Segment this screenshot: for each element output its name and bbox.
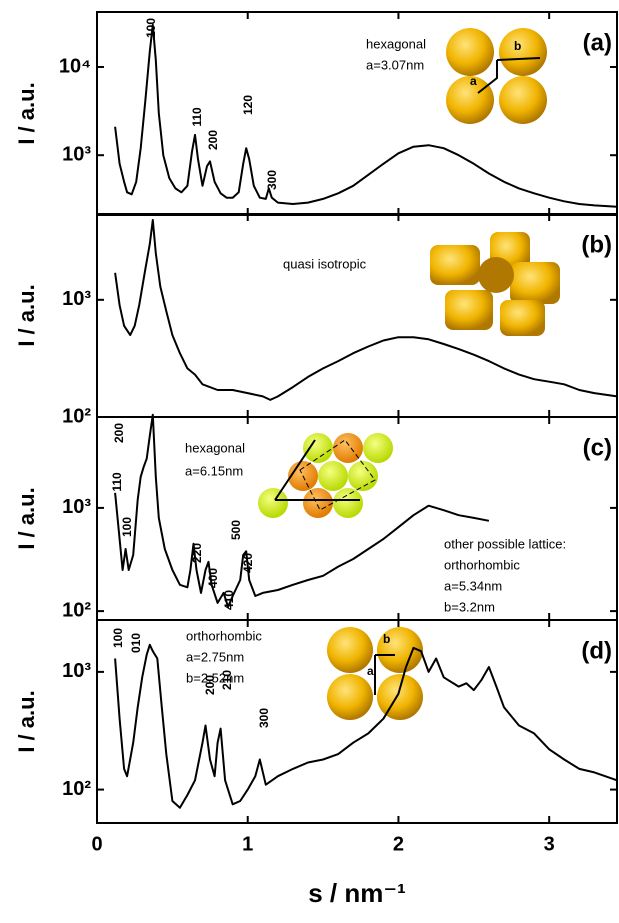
annotation: a=3.07nm bbox=[366, 57, 424, 72]
panel-label: (d) bbox=[581, 637, 612, 664]
inset-d bbox=[327, 627, 423, 720]
y-axis-label: I / a.u. bbox=[14, 487, 39, 549]
y-tick-label: 10³ bbox=[62, 660, 91, 682]
x-tick-label: 0 bbox=[91, 833, 102, 855]
y-axis-label: I / a.u. bbox=[14, 284, 39, 346]
x-tick-label: 1 bbox=[242, 833, 253, 855]
annotation: 300 bbox=[257, 708, 271, 728]
annotation: 110 bbox=[110, 472, 124, 492]
y-tick-label: 10² bbox=[62, 599, 91, 621]
annotation: hexagonal bbox=[366, 36, 426, 51]
annotation: 010 bbox=[129, 633, 143, 653]
x-axis-label: s / nm⁻¹ bbox=[308, 878, 406, 908]
data-line bbox=[114, 23, 618, 208]
annotation: hexagonal bbox=[185, 440, 245, 455]
y-tick-label: 10² bbox=[62, 778, 91, 800]
annotation: a=2.75nm bbox=[186, 649, 244, 664]
annotation: 220 bbox=[190, 543, 204, 563]
panel-label: (c) bbox=[583, 434, 612, 461]
annotation: 120 bbox=[241, 95, 255, 115]
annotation: 500 bbox=[229, 520, 243, 540]
inset-c bbox=[258, 433, 393, 518]
annotation: 100 bbox=[120, 517, 134, 537]
annotation: a bbox=[470, 74, 477, 88]
annotation: b=2.52nm bbox=[186, 670, 244, 685]
annotation: quasi isotropic bbox=[283, 256, 367, 271]
y-tick-label: 10⁴ bbox=[59, 55, 91, 77]
y-tick-label: 10³ bbox=[62, 143, 91, 165]
annotation: 200 bbox=[206, 130, 220, 150]
annotation: b=3.2nm bbox=[444, 599, 495, 614]
annotation: 200 bbox=[112, 423, 126, 443]
annotation: 100 bbox=[144, 18, 158, 38]
annotation: 200 bbox=[203, 675, 217, 695]
inset-a bbox=[446, 28, 547, 124]
annotation: b bbox=[514, 39, 521, 53]
y-tick-label: 10³ bbox=[62, 496, 91, 518]
annotation: 400 bbox=[206, 568, 220, 588]
plot-frame bbox=[96, 619, 618, 824]
data-line bbox=[114, 413, 490, 608]
annotation: b bbox=[383, 632, 390, 646]
x-tick-label: 3 bbox=[544, 833, 555, 855]
panel-label: (a) bbox=[583, 29, 612, 56]
annotation: 110 bbox=[190, 107, 204, 127]
annotation: 410 bbox=[222, 590, 236, 610]
data-line bbox=[114, 643, 618, 809]
annotation: orthorhombic bbox=[444, 557, 520, 572]
annotation: a=6.15nm bbox=[185, 463, 243, 478]
annotation: 420 bbox=[241, 553, 255, 573]
annotation: a bbox=[367, 664, 374, 678]
y-tick-label: 10³ bbox=[62, 288, 91, 310]
data-line bbox=[114, 219, 618, 401]
x-tick-label: 2 bbox=[393, 833, 404, 855]
annotation: a=5.34nm bbox=[444, 578, 502, 593]
annotation: 100 bbox=[111, 628, 125, 648]
y-tick-label: 10² bbox=[62, 405, 91, 427]
annotation: other possible lattice: bbox=[444, 536, 566, 551]
y-axis-label: I / a.u. bbox=[14, 82, 39, 144]
inset-b bbox=[430, 232, 560, 336]
annotation: orthorhombic bbox=[186, 628, 262, 643]
annotation: 210 bbox=[220, 670, 234, 690]
annotation: 300 bbox=[265, 170, 279, 190]
y-axis-label: I / a.u. bbox=[14, 690, 39, 752]
panel-label: (b) bbox=[581, 231, 612, 258]
